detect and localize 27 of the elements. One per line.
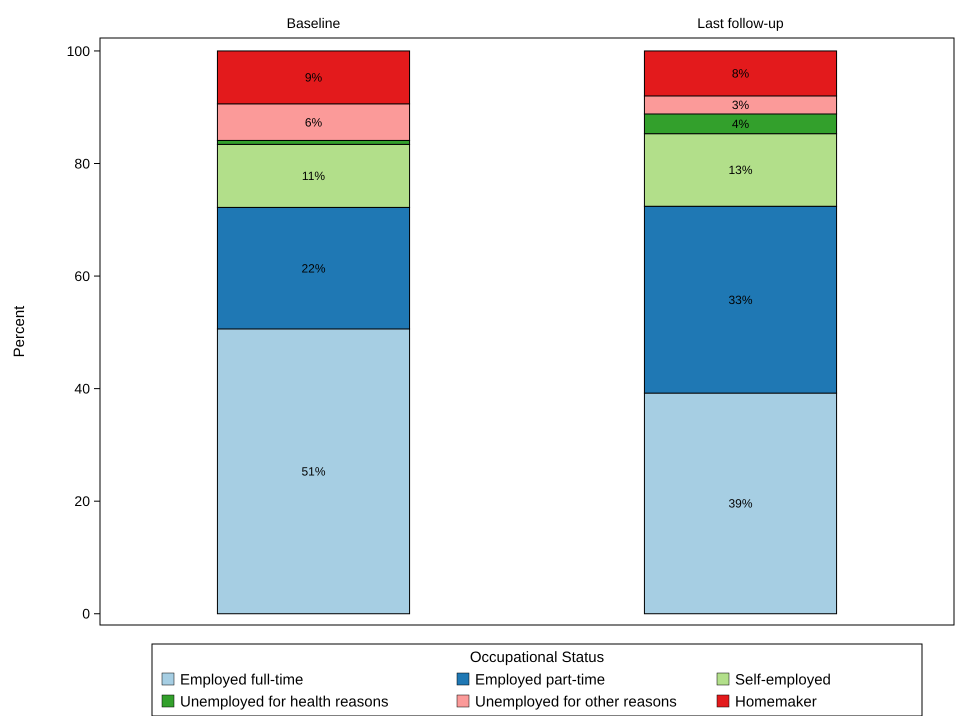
x-tick-label: Baseline (286, 15, 341, 31)
y-axis-title: Percent (11, 304, 28, 358)
legend-label: Homemaker (735, 693, 817, 710)
data-label: 8% (732, 66, 750, 81)
x-tick-label: Last follow-up (697, 15, 784, 31)
data-label: 51% (301, 464, 326, 479)
data-label: 4% (732, 117, 750, 132)
data-label: 3% (732, 98, 750, 112)
legend-label: Employed full-time (180, 671, 304, 688)
legend-label: Unemployed for health reasons (180, 693, 388, 710)
y-tick-label: 60 (74, 268, 90, 284)
legend-label: Self-employed (735, 671, 831, 688)
legend-label: Employed part-time (475, 671, 606, 688)
data-label: 13% (728, 163, 753, 178)
y-tick-label: 100 (66, 42, 90, 59)
legend-title: Occupational Status (470, 649, 604, 666)
data-label: 39% (728, 496, 753, 511)
legend-label: Unemployed for other reasons (475, 693, 677, 710)
data-label: 11% (302, 169, 326, 184)
data-label: 9% (304, 70, 322, 85)
y-tick-label: 0 (82, 606, 90, 622)
data-label: 22% (301, 261, 326, 276)
y-tick-label: 80 (74, 155, 90, 172)
data-label: 6% (304, 115, 322, 130)
y-tick-label: 20 (74, 493, 90, 510)
y-tick-label: 40 (74, 380, 90, 397)
data-label: 33% (728, 292, 753, 307)
